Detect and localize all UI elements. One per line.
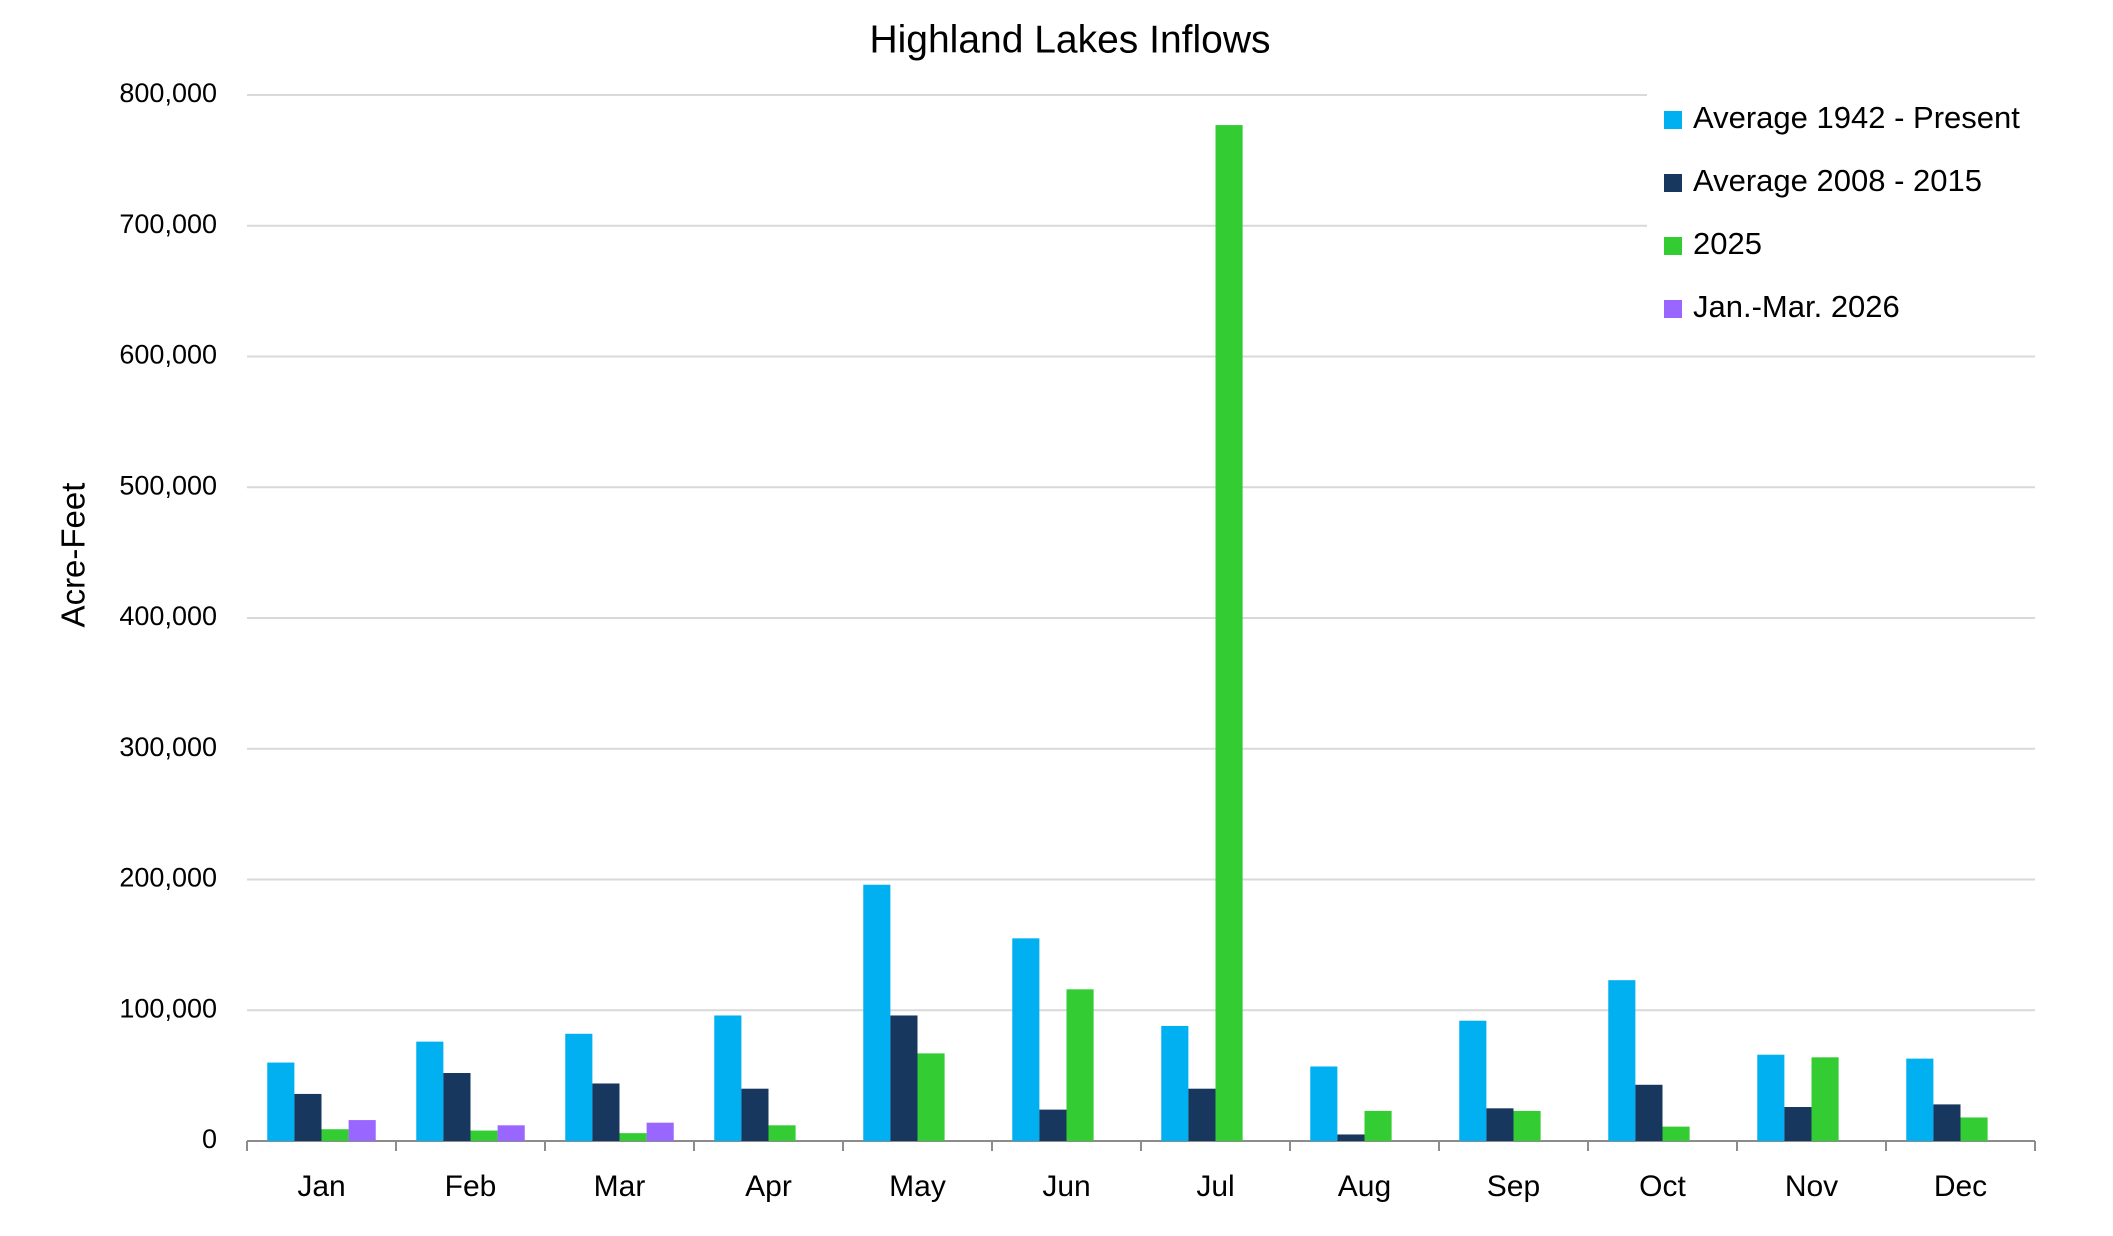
legend-label: Average 2008 - 2015 — [1693, 163, 1982, 198]
legend-background — [1647, 82, 2047, 340]
bar — [1364, 1110, 1392, 1141]
x-tick-label: Jan — [297, 1170, 345, 1203]
bar — [592, 1083, 620, 1141]
chart-title: Highland Lakes Inflows — [869, 18, 1270, 61]
bar — [1784, 1107, 1812, 1141]
y-tick-label: 100,000 — [119, 993, 217, 1023]
bar — [1215, 125, 1243, 1141]
y-tick-label: 800,000 — [119, 78, 217, 108]
legend-swatch — [1664, 300, 1682, 318]
x-tick-label: Jul — [1196, 1170, 1234, 1203]
bar — [619, 1133, 647, 1141]
bar — [1933, 1104, 1961, 1141]
y-tick-label: 0 — [202, 1124, 217, 1154]
y-axis-label: Acre-Feet — [55, 483, 92, 628]
legend-swatch — [1664, 111, 1682, 129]
bar — [565, 1033, 593, 1141]
bar — [1188, 1088, 1216, 1141]
y-tick-label: 200,000 — [119, 863, 217, 893]
x-tick-label: Feb — [445, 1170, 497, 1203]
bar — [267, 1062, 295, 1141]
bar — [1513, 1110, 1541, 1141]
legend-label: Average 1942 - Present — [1693, 100, 2020, 135]
x-tick-label: Sep — [1487, 1170, 1540, 1203]
x-tick-label: Nov — [1785, 1170, 1838, 1203]
bar — [1662, 1126, 1690, 1141]
bar — [1066, 989, 1094, 1141]
x-tick-label: Dec — [1934, 1170, 1987, 1203]
bar — [1608, 980, 1636, 1141]
bar — [470, 1130, 498, 1141]
bar — [768, 1125, 796, 1141]
legend-swatch — [1664, 237, 1682, 255]
x-tick-label: Oct — [1639, 1170, 1686, 1203]
bar — [1459, 1020, 1487, 1141]
bar — [1310, 1066, 1338, 1141]
x-tick-label: Aug — [1338, 1170, 1391, 1203]
x-tick-label: Jun — [1042, 1170, 1090, 1203]
legend-swatch — [1664, 174, 1682, 192]
bar — [1757, 1054, 1785, 1141]
x-tick-label: Apr — [745, 1170, 792, 1203]
bar — [1486, 1108, 1514, 1141]
bar — [1906, 1058, 1934, 1141]
bar — [646, 1122, 674, 1141]
bar — [863, 884, 891, 1141]
bar — [443, 1073, 471, 1141]
bar — [294, 1093, 322, 1141]
bar — [348, 1120, 376, 1141]
bar — [1012, 938, 1040, 1141]
y-tick-label: 400,000 — [119, 601, 217, 631]
legend-label: 2025 — [1693, 226, 1762, 261]
x-tick-label: May — [889, 1170, 946, 1203]
bar — [714, 1015, 742, 1141]
bar — [321, 1129, 349, 1141]
bar — [1960, 1117, 1988, 1141]
bar — [1811, 1057, 1839, 1141]
bar — [416, 1041, 444, 1141]
bar — [1337, 1134, 1365, 1141]
bar — [497, 1125, 525, 1141]
y-tick-label: 700,000 — [119, 209, 217, 239]
y-tick-label: 600,000 — [119, 340, 217, 370]
x-tick-label: Mar — [594, 1170, 646, 1203]
bar — [917, 1053, 945, 1141]
bar — [1039, 1109, 1067, 1141]
y-tick-label: 300,000 — [119, 732, 217, 762]
bar — [1161, 1025, 1189, 1141]
y-tick-label: 500,000 — [119, 470, 217, 500]
bar — [741, 1088, 769, 1141]
legend-label: Jan.-Mar. 2026 — [1693, 289, 1900, 324]
bar — [890, 1015, 918, 1141]
bar — [1635, 1084, 1663, 1141]
